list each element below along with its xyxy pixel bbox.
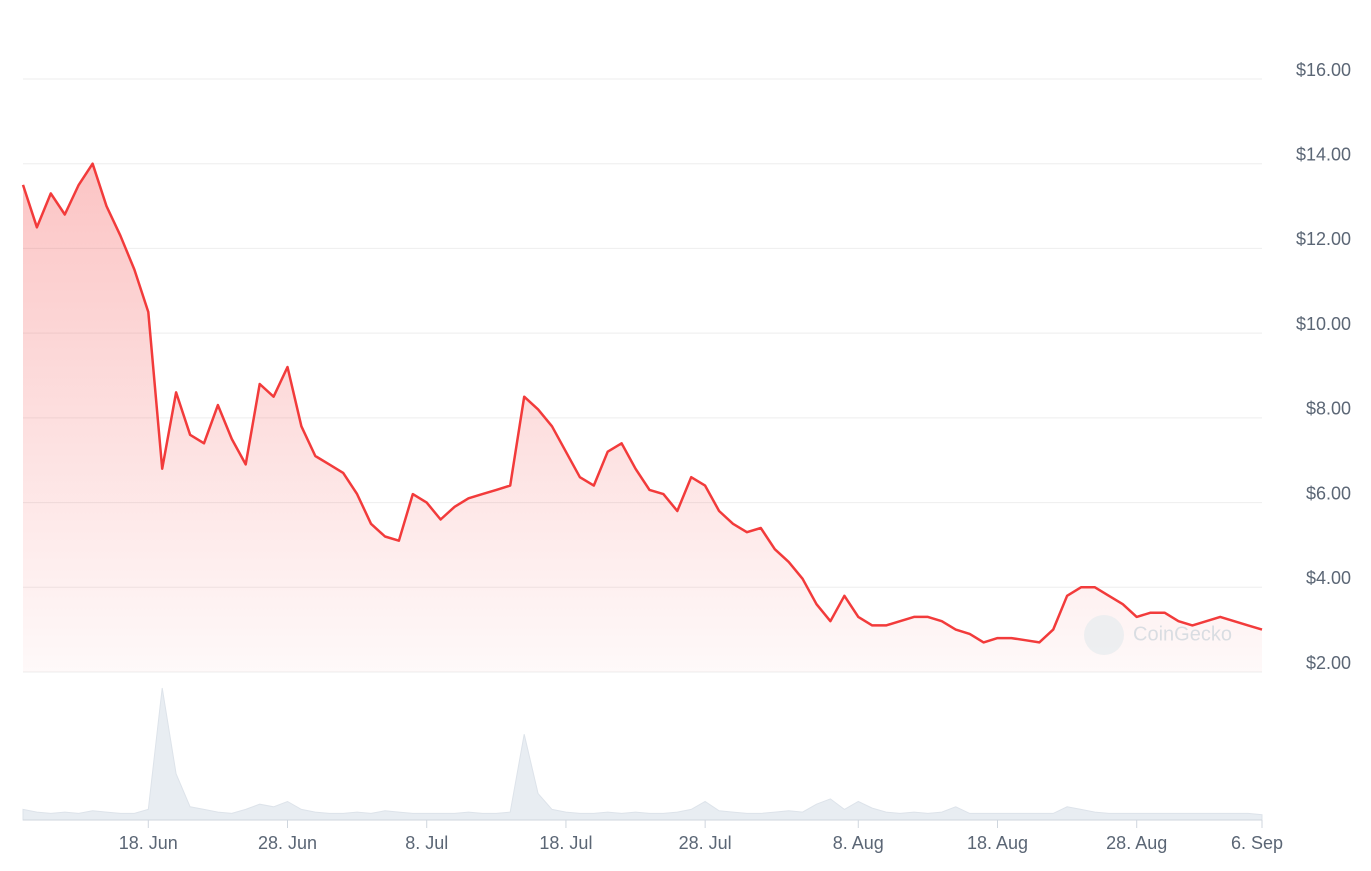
y-tick-label: $6.00	[1306, 483, 1351, 503]
x-tick-label: 18. Jun	[119, 833, 178, 853]
volume-area	[22, 687, 1263, 821]
x-tick-label: 28. Jun	[258, 833, 317, 853]
x-tick-label: 28. Jul	[679, 833, 732, 853]
x-tick-label: 6. Sep	[1231, 833, 1283, 853]
x-tick-label: 8. Aug	[833, 833, 884, 853]
y-tick-label: $10.00	[1296, 314, 1351, 334]
x-tick-label: 18. Jul	[539, 833, 592, 853]
y-tick-label: $2.00	[1306, 653, 1351, 673]
price-area	[23, 163, 1262, 672]
y-tick-label: $16.00	[1296, 60, 1351, 80]
watermark: CoinGecko	[1133, 623, 1232, 645]
y-tick-label: $12.00	[1296, 229, 1351, 249]
y-tick-label: $8.00	[1306, 399, 1351, 419]
y-tick-label: $14.00	[1296, 144, 1351, 164]
price-line	[21, 162, 1263, 644]
y-tick-label: $4.00	[1306, 568, 1351, 588]
x-tick-label: 8. Jul	[405, 833, 448, 853]
x-tick-label: 28. Aug	[1106, 833, 1167, 853]
x-tick-label: 18. Aug	[967, 833, 1028, 853]
watermark-logo	[1084, 615, 1124, 655]
